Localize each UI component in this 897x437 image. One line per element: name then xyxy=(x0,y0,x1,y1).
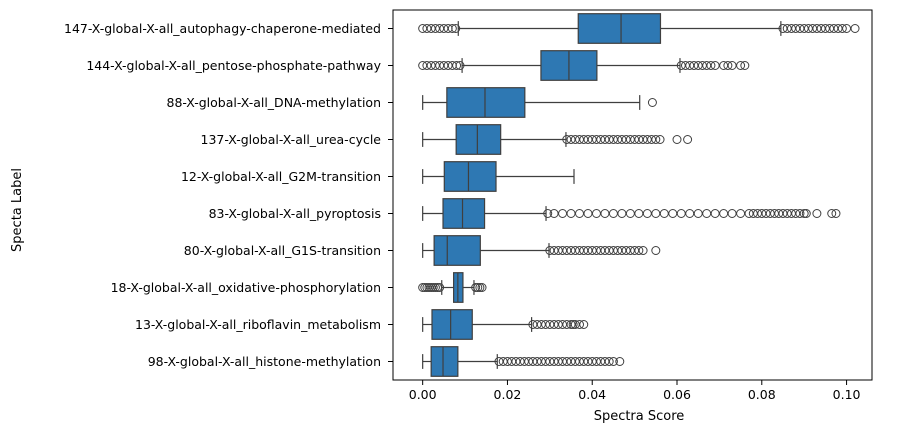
outlier-point xyxy=(447,24,457,33)
y-axis-label: Specta Label xyxy=(10,168,25,252)
outlier-point xyxy=(651,135,661,144)
outlier-point xyxy=(543,209,553,218)
x-axis-label: Spectra Score xyxy=(594,409,685,424)
box-group xyxy=(422,87,657,118)
plot-area xyxy=(418,13,860,377)
box-iqr xyxy=(430,346,459,377)
box-group xyxy=(422,346,625,377)
x-tick-label: 0.02 xyxy=(494,387,522,402)
box-iqr xyxy=(442,198,486,229)
y-tick-label: 137-X-global-X-all_urea-cycle xyxy=(201,132,382,147)
outlier-point xyxy=(435,283,445,292)
outlier-point xyxy=(672,135,682,144)
outlier-point xyxy=(795,209,805,218)
outlier-point xyxy=(827,209,837,218)
outlier-point xyxy=(683,135,693,144)
axes: 147-X-global-X-all_autophagy-chaperone-m… xyxy=(64,9,873,402)
box-group xyxy=(418,272,487,303)
x-tick-label: 0.10 xyxy=(833,387,861,402)
y-tick-label: 80-X-global-X-all_G1S-transition xyxy=(184,243,381,258)
box-group xyxy=(418,13,860,44)
outlier-point xyxy=(736,61,746,70)
outlier-point xyxy=(433,283,443,292)
outlier-point xyxy=(471,283,481,292)
outlier-point xyxy=(475,283,485,292)
box-iqr xyxy=(443,161,497,192)
outlier-point xyxy=(452,61,462,70)
box-group xyxy=(422,198,841,229)
x-tick-label: 0.04 xyxy=(578,387,606,402)
y-tick-label: 88-X-global-X-all_DNA-methylation xyxy=(167,95,382,110)
outlier-point xyxy=(740,61,750,70)
outlier-point xyxy=(850,24,860,33)
x-tick-label: 0.06 xyxy=(663,387,691,402)
outlier-point xyxy=(723,61,733,70)
y-tick-label: 13-X-global-X-all_riboflavin_metabolism xyxy=(135,317,381,332)
outlier-point xyxy=(831,209,841,218)
outlier-point xyxy=(430,283,440,292)
outlier-point xyxy=(579,320,589,329)
box-iqr xyxy=(433,235,481,266)
outlier-point xyxy=(799,209,809,218)
outlier-point xyxy=(604,357,614,366)
box-group xyxy=(422,309,589,340)
outlier-point xyxy=(575,320,585,329)
outlier-point xyxy=(706,61,716,70)
box-iqr xyxy=(446,87,526,118)
x-tick-label: 0.08 xyxy=(748,387,776,402)
box-group xyxy=(422,235,661,266)
y-tick-label: 83-X-global-X-all_pyroptosis xyxy=(209,206,381,221)
outlier-point xyxy=(651,246,661,255)
y-tick-label: 12-X-global-X-all_G2M-transition xyxy=(181,169,381,184)
outlier-point xyxy=(655,135,665,144)
y-tick-label: 18-X-global-X-all_oxidative-phosphorylat… xyxy=(111,280,381,295)
outlier-point xyxy=(451,24,461,33)
outlier-point xyxy=(477,283,487,292)
outlier-point xyxy=(568,320,578,329)
outlier-point xyxy=(837,24,847,33)
box-group xyxy=(422,124,693,155)
outlier-point xyxy=(634,246,644,255)
x-tick-label: 0.00 xyxy=(409,387,437,402)
outlier-point xyxy=(638,246,648,255)
outlier-point xyxy=(812,209,822,218)
box-iqr xyxy=(455,124,502,155)
box-group xyxy=(422,161,575,192)
outlier-point xyxy=(615,357,625,366)
box-iqr xyxy=(577,13,662,44)
outlier-point xyxy=(608,357,618,366)
outlier-point xyxy=(455,61,465,70)
y-tick-label: 144-X-global-X-all_pentose-phosphate-pat… xyxy=(86,58,381,73)
box-group xyxy=(418,50,750,81)
y-tick-label: 147-X-global-X-all_autophagy-chaperone-m… xyxy=(64,21,381,36)
plot-frame xyxy=(392,9,873,381)
outlier-point xyxy=(801,209,811,218)
outlier-point xyxy=(473,283,483,292)
y-tick-label: 98-X-global-X-all_histone-methylation xyxy=(148,354,381,369)
outlier-point xyxy=(647,98,657,107)
outlier-point xyxy=(428,283,438,292)
box-iqr xyxy=(431,309,473,340)
